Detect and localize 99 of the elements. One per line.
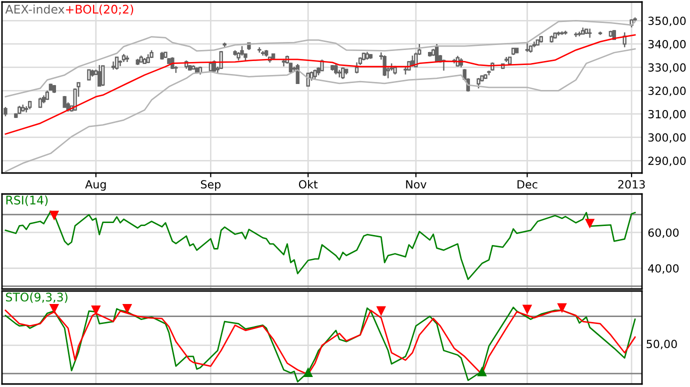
candlestick [191, 64, 196, 70]
candlestick [365, 51, 370, 60]
candlestick [564, 30, 568, 36]
candlestick [38, 97, 42, 109]
candlestick [476, 77, 480, 89]
candlestick [4, 106, 8, 117]
point [522, 304, 532, 314]
x-tick-label: Dec [518, 180, 538, 189]
candlestick [344, 68, 348, 75]
candlestick [536, 38, 540, 46]
candlestick [622, 32, 626, 48]
y-tick-label: 320,00 [648, 86, 686, 96]
candlestick [560, 30, 564, 36]
candlestick [125, 55, 130, 63]
y-tick-label: 340,00 [648, 40, 686, 50]
text: 50,00 [646, 340, 677, 350]
candlestick [160, 51, 164, 60]
line-series [4, 210, 636, 280]
candlestick [334, 64, 338, 75]
y-tick-label: 40,00 [648, 264, 679, 274]
candlestick [368, 53, 373, 60]
series-label: STO(9,3,3) [6, 292, 68, 303]
y-tick-label: 310,00 [648, 110, 686, 120]
candlestick [258, 46, 262, 54]
candlestick [136, 58, 140, 66]
candlestick [233, 50, 237, 56]
candlestick [52, 84, 56, 94]
candlestick [393, 65, 397, 76]
candlestick [556, 31, 560, 36]
candlestick [362, 52, 366, 61]
candlestick [528, 44, 533, 54]
point [122, 304, 132, 314]
x-tick-label: Nov [406, 180, 426, 189]
candlestick [150, 50, 154, 59]
candlestick [21, 104, 25, 112]
x-tick-label: Sep [200, 180, 221, 191]
candlestick [511, 47, 516, 56]
y-tick-label: 330,00 [648, 63, 686, 73]
candlestick [550, 34, 554, 44]
y-tick-label: 350,00 [648, 16, 686, 26]
candlestick [188, 64, 192, 72]
candlestick [330, 64, 334, 72]
candlestick [101, 65, 105, 87]
y-tick-label: 60,00 [648, 228, 679, 238]
candlestick [608, 30, 613, 38]
point [477, 366, 487, 376]
candlestick [525, 42, 530, 53]
candlestick [341, 66, 345, 80]
candlestick [139, 55, 143, 64]
candlestick [122, 53, 126, 63]
candlestick [584, 28, 588, 35]
candlestick [539, 35, 543, 44]
candlestick [222, 42, 226, 48]
candlestick [574, 32, 578, 38]
candlestick [240, 45, 244, 56]
candlestick [264, 49, 268, 58]
candlestick [578, 31, 582, 37]
candlestick [484, 73, 488, 80]
candlestick [588, 28, 592, 38]
candlestick [18, 105, 22, 115]
point [91, 305, 101, 316]
line-series [4, 48, 636, 172]
point [557, 303, 567, 313]
candlestick [428, 51, 432, 58]
point [376, 306, 386, 316]
candlestick [42, 94, 46, 104]
y-tick-label: 290,00 [648, 156, 686, 166]
candlestick [87, 68, 91, 82]
line-series [4, 20, 636, 98]
candlestick [598, 31, 602, 36]
x-tick-label: 2013 [618, 180, 645, 189]
text: +BOL(20;2) [66, 4, 134, 16]
candlestick [45, 90, 50, 101]
candlestick [90, 69, 94, 78]
candlestick [48, 83, 53, 92]
candlestick [111, 60, 116, 70]
line-series [4, 34, 636, 135]
candlestick [282, 58, 286, 68]
candlestick [508, 56, 512, 66]
candlestick [354, 62, 359, 74]
candlestick [28, 100, 32, 110]
candlestick [146, 54, 150, 64]
point [49, 304, 60, 314]
candlestick [514, 47, 519, 54]
series-label: RSI(14) [6, 195, 48, 206]
candlestick [320, 58, 324, 72]
candlestick [581, 27, 585, 36]
candlestick [553, 32, 557, 40]
y-tick-label: 300,00 [648, 133, 686, 143]
candlestick [261, 50, 265, 56]
candlestick [504, 56, 508, 63]
candlestick [62, 95, 66, 109]
x-tick-label: Aug [85, 180, 106, 191]
candlestick [313, 69, 317, 80]
point [303, 367, 313, 377]
x-tick-label: Okt [298, 180, 318, 189]
chart-title: AEX-index [5, 4, 64, 14]
candlestick [98, 64, 102, 88]
candlestick [114, 56, 119, 70]
